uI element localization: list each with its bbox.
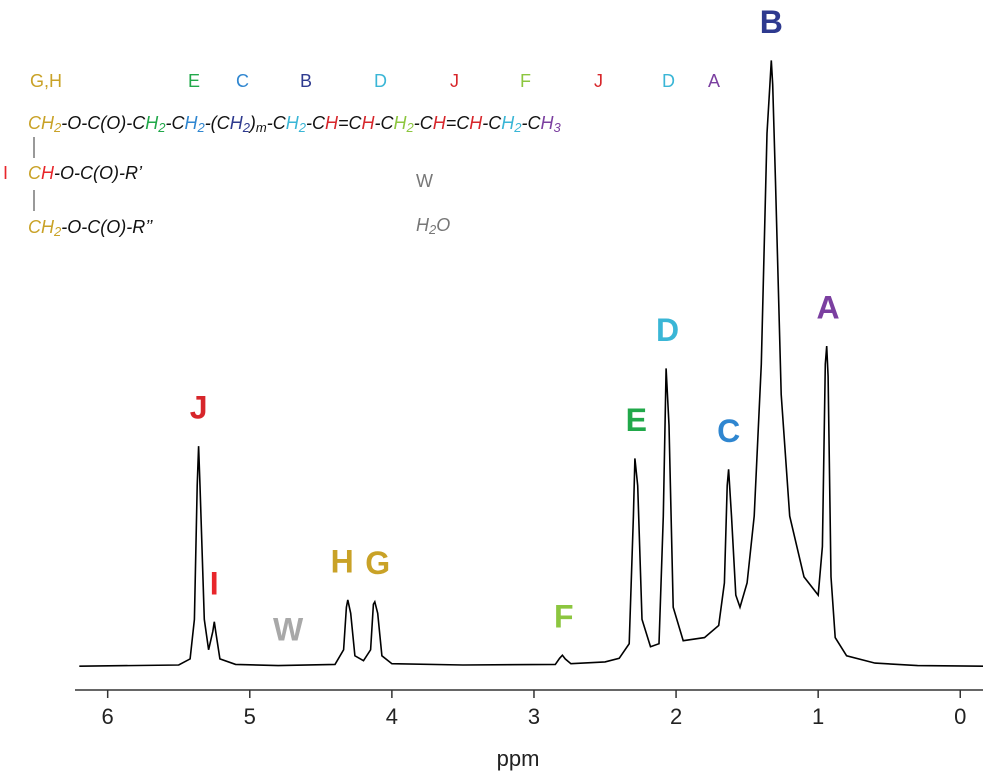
group-label: D xyxy=(374,71,387,91)
formula-part: H xyxy=(469,113,483,133)
group-label: J xyxy=(594,71,603,91)
formula-part: -C xyxy=(375,113,395,133)
group-label: G,H xyxy=(30,71,62,91)
group-label: A xyxy=(708,71,720,91)
x-tick-label: 2 xyxy=(670,704,682,729)
x-tick-label: 5 xyxy=(244,704,256,729)
formula-part: -C xyxy=(306,113,326,133)
formula-part: H xyxy=(433,113,447,133)
formula-subscript: m xyxy=(256,120,267,135)
formula-subscript: 3 xyxy=(554,120,562,135)
formula-subscript: 2 xyxy=(196,120,205,135)
peak-label: C xyxy=(717,413,740,449)
formula-part: H xyxy=(416,215,430,235)
formula-subscript: 2 xyxy=(53,224,62,239)
peak-label: W xyxy=(273,611,304,647)
formula-part: -O-C(O)-C xyxy=(61,113,146,133)
formula-subscript: 2 xyxy=(428,222,437,237)
group-label: E xyxy=(188,71,200,91)
group-label: B xyxy=(300,71,312,91)
side-label: I xyxy=(3,163,8,183)
formula-part: -C xyxy=(267,113,287,133)
formula-part: H xyxy=(362,113,376,133)
formula-subscript: 2 xyxy=(53,120,62,135)
formula-part: H xyxy=(230,113,244,133)
formula: CH2​-O-C(O)-R’’ xyxy=(28,217,154,240)
formula-part: H xyxy=(41,217,55,237)
formula-part: H xyxy=(286,113,300,133)
x-tick-label: 1 xyxy=(812,704,824,729)
formula-subscript: 2 xyxy=(406,120,415,135)
formula-subscript: 2 xyxy=(242,120,251,135)
formula-part: -O-C(O)-R’ xyxy=(54,163,143,183)
x-tick-label: 3 xyxy=(528,704,540,729)
peak-label: H xyxy=(331,543,354,579)
formula-part: H xyxy=(541,113,555,133)
formula-part: =C xyxy=(338,113,363,133)
formula: CH-O-C(O)-R’ xyxy=(28,163,143,183)
formula-part: H xyxy=(145,113,159,133)
x-tick-label: 0 xyxy=(954,704,966,729)
group-label: J xyxy=(450,71,459,91)
x-axis-label: ppm xyxy=(497,746,540,771)
formula-part: C xyxy=(28,113,42,133)
formula-part: ) xyxy=(248,113,256,133)
formula-part: H xyxy=(184,113,198,133)
formula-subscript: 2 xyxy=(298,120,307,135)
formula-part: H xyxy=(41,163,55,183)
peak-label: F xyxy=(554,599,574,635)
formula-part: -C xyxy=(414,113,434,133)
group-label: D xyxy=(662,71,675,91)
formula-subscript: 2 xyxy=(513,120,522,135)
group-label: F xyxy=(520,71,531,91)
formula-part: -(C xyxy=(205,113,231,133)
formula-part: H xyxy=(394,113,408,133)
formula: H2​O xyxy=(416,215,450,238)
formula-part: C xyxy=(28,163,42,183)
formula-part: -C xyxy=(522,113,542,133)
peak-label: D xyxy=(656,312,679,348)
spectrum-line xyxy=(79,60,983,667)
peak-label: G xyxy=(365,545,390,581)
group-label: C xyxy=(236,71,249,91)
peak-label: E xyxy=(626,402,647,438)
formula-part: O xyxy=(436,215,450,235)
water-label: W xyxy=(416,171,433,191)
x-tick-label: 6 xyxy=(102,704,114,729)
formula-subscript: 2 xyxy=(157,120,166,135)
formula-part: H xyxy=(501,113,515,133)
formula: CH2​-O-C(O)-CH2​-CH2​-(CH2​)m​-CH2​-CH=C… xyxy=(28,113,562,136)
formula-part: -C xyxy=(482,113,502,133)
formula-part: H xyxy=(41,113,55,133)
peak-label: J xyxy=(190,390,208,426)
peak-label: A xyxy=(817,289,840,325)
formula-part: -O-C(O)-R’’ xyxy=(61,217,153,237)
formula-part: -C xyxy=(165,113,185,133)
x-tick-label: 4 xyxy=(386,704,398,729)
formula-part: C xyxy=(28,217,42,237)
peak-label: B xyxy=(760,4,783,40)
peak-label: I xyxy=(210,565,219,601)
formula-part: =C xyxy=(446,113,471,133)
formula-part: H xyxy=(325,113,339,133)
